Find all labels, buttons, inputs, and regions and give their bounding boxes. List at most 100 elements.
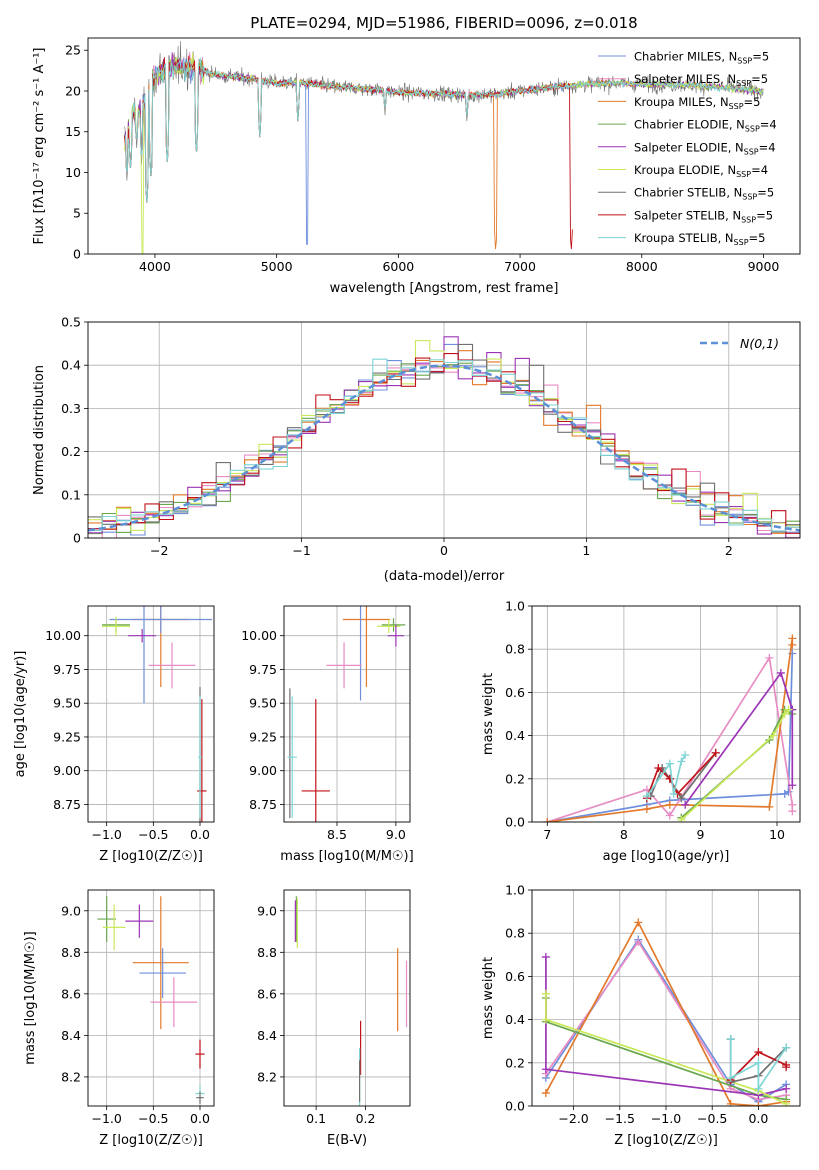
y-tick-label: 0.8 [505,926,525,941]
x-tick-label: 10 [769,827,785,842]
residuals-panel: −2 −1 0 1 2 0 0.1 0.2 0.3 0.4 0.5 (data-model)/erro… [32,315,801,584]
axes-frame [283,605,411,823]
y-tick-label: 25 [65,43,81,58]
plot-area [543,634,797,822]
x-tick-label: 0 [440,543,448,558]
marker-kr_stelib [726,1073,735,1082]
plot-area [88,336,800,538]
y-tick-label: 9.00 [249,763,277,778]
x-tick-label: 2 [725,543,733,558]
marker-kr_miles [642,805,651,814]
marker-sp_stelib [782,1063,791,1072]
x-tick-label: 8 [620,827,628,842]
marker-kr_elodie [784,705,793,714]
y-tick-label: 0.0 [505,1099,525,1114]
y-tick-label: 9.25 [53,729,81,744]
plot-area [541,918,791,1106]
axes-frame [87,37,801,255]
weight-vs-metallicity-panel: −2.0 −1.5 −1.0 −0.5 0.0 0.0 0.2 0.4 0.6 0.8 1.0 Z [… [481,883,801,1148]
x-axis-label: wavelength [Angstrom, rest frame] [330,281,559,296]
marker-sp_miles [788,807,797,816]
marker-kr_elodie [782,1099,791,1106]
marker-kr_stelib [726,1035,735,1044]
legend-label-sp_stelib: Salpeter STELIB, NSSP=5 [634,208,773,224]
x-tick-label: 0.0 [190,1111,210,1126]
marker-kr_miles [634,918,643,927]
x-tick-label: 9000 [748,259,780,274]
y-tick-label: 8.2 [257,1069,277,1084]
y-tick-label: 0.1 [61,487,81,502]
y-tick-label: 20 [65,83,81,98]
axes-frame [87,605,215,823]
y-tick-label: 8.6 [257,986,277,1001]
legend-label-sp_miles: Salpeter MILES, NSSP=5 [634,72,768,88]
line-kr_elodie [545,993,787,1105]
x-tick-label: 9.0 [386,827,406,842]
y-tick-label: 8.75 [53,797,81,812]
marker-sp_elodie [782,1084,791,1093]
legend-label-sp_elodie: Salpeter ELODIE, NSSP=4 [634,140,776,156]
y-tick-label: 0.6 [505,685,525,700]
y-tick-label: 0.4 [505,1012,525,1027]
y-tick-label: 0 [73,531,81,546]
y-tick-label: 10 [65,165,81,180]
y-axis-label: age [log10(age/yr)] [13,651,28,778]
plot-area [294,896,408,1106]
plot-area [97,896,205,1104]
x-tick-label: 6000 [382,259,414,274]
x-tick-label: −0.5 [697,1111,727,1126]
y-tick-label: 9.0 [61,903,81,918]
y-tick-label: 8.8 [257,945,277,960]
marker-sp_elodie [776,668,785,677]
y-tick-label: 0.8 [505,642,525,657]
x-axis-label: (data-model)/error [384,569,505,584]
x-tick-label: 8000 [626,259,658,274]
marker-kr_stelib [665,759,674,768]
x-axis-label: Z [log10(Z/Z☉)] [99,849,203,864]
marker-sp_stelib [754,1048,763,1056]
y-tick-label: 10.00 [241,628,277,643]
axes-frame [87,889,215,1107]
marker-kr_miles [788,640,797,649]
marker-kr_stelib [681,751,690,760]
legend-label-kr_miles: Kroupa MILES, NSSP=5 [634,95,760,111]
x-tick-label: −1.0 [91,1111,121,1126]
marker-kr_miles [765,802,774,811]
marker-cb_stelib [677,794,686,803]
y-tick-label: 1.0 [505,599,525,614]
y-tick-label: 9.50 [53,696,81,711]
y-tick-label: 0.2 [61,444,81,459]
legend-label-cb_stelib: Chabrier STELIB, NSSP=5 [634,186,774,202]
x-tick-label: −1.0 [651,1111,681,1126]
y-tick-label: 8.6 [61,986,81,1001]
y-tick-label: 8.2 [61,1069,81,1084]
plot-area [124,40,764,254]
x-tick-label: 9 [696,827,704,842]
age-vs-mass-panel: 8.5 9.0 8.75 9.00 9.25 9.50 9.75 10.00 mass [log… [241,605,414,864]
x-tick-label: 4000 [139,259,171,274]
y-axis-label: mass [log10(M/M☉)] [23,931,38,1064]
y-tick-label: 0.0 [505,815,525,830]
y-tick-label: 0.3 [61,401,81,416]
y-tick-label: 8.75 [249,797,277,812]
x-tick-label: 7 [543,827,551,842]
x-tick-label: −0.5 [138,1111,168,1126]
marker-kr_stelib [754,1084,763,1093]
marker-kr_miles [754,1102,763,1106]
y-axis-label: Normed distribution [32,365,47,495]
spectrum-panel: 4000 5000 6000 7000 8000 9000 0 5 10 15 20 25 wavele… [32,37,801,296]
line-sp_elodie [684,671,794,806]
axes-frame [531,889,801,1107]
marker-sp_miles [665,811,674,820]
x-tick-label: 0.0 [190,827,210,842]
marker-sp_miles [634,937,643,946]
marker-sp_miles [765,653,774,662]
y-tick-label: 0.5 [61,315,81,330]
y-tick-label: 9.75 [249,662,277,677]
x-tick-label: 5000 [261,259,293,274]
y-tick-label: 9.0 [257,903,277,918]
plot-area [102,606,213,822]
x-tick-label: −0.5 [138,827,168,842]
y-tick-label: 9.25 [249,729,277,744]
